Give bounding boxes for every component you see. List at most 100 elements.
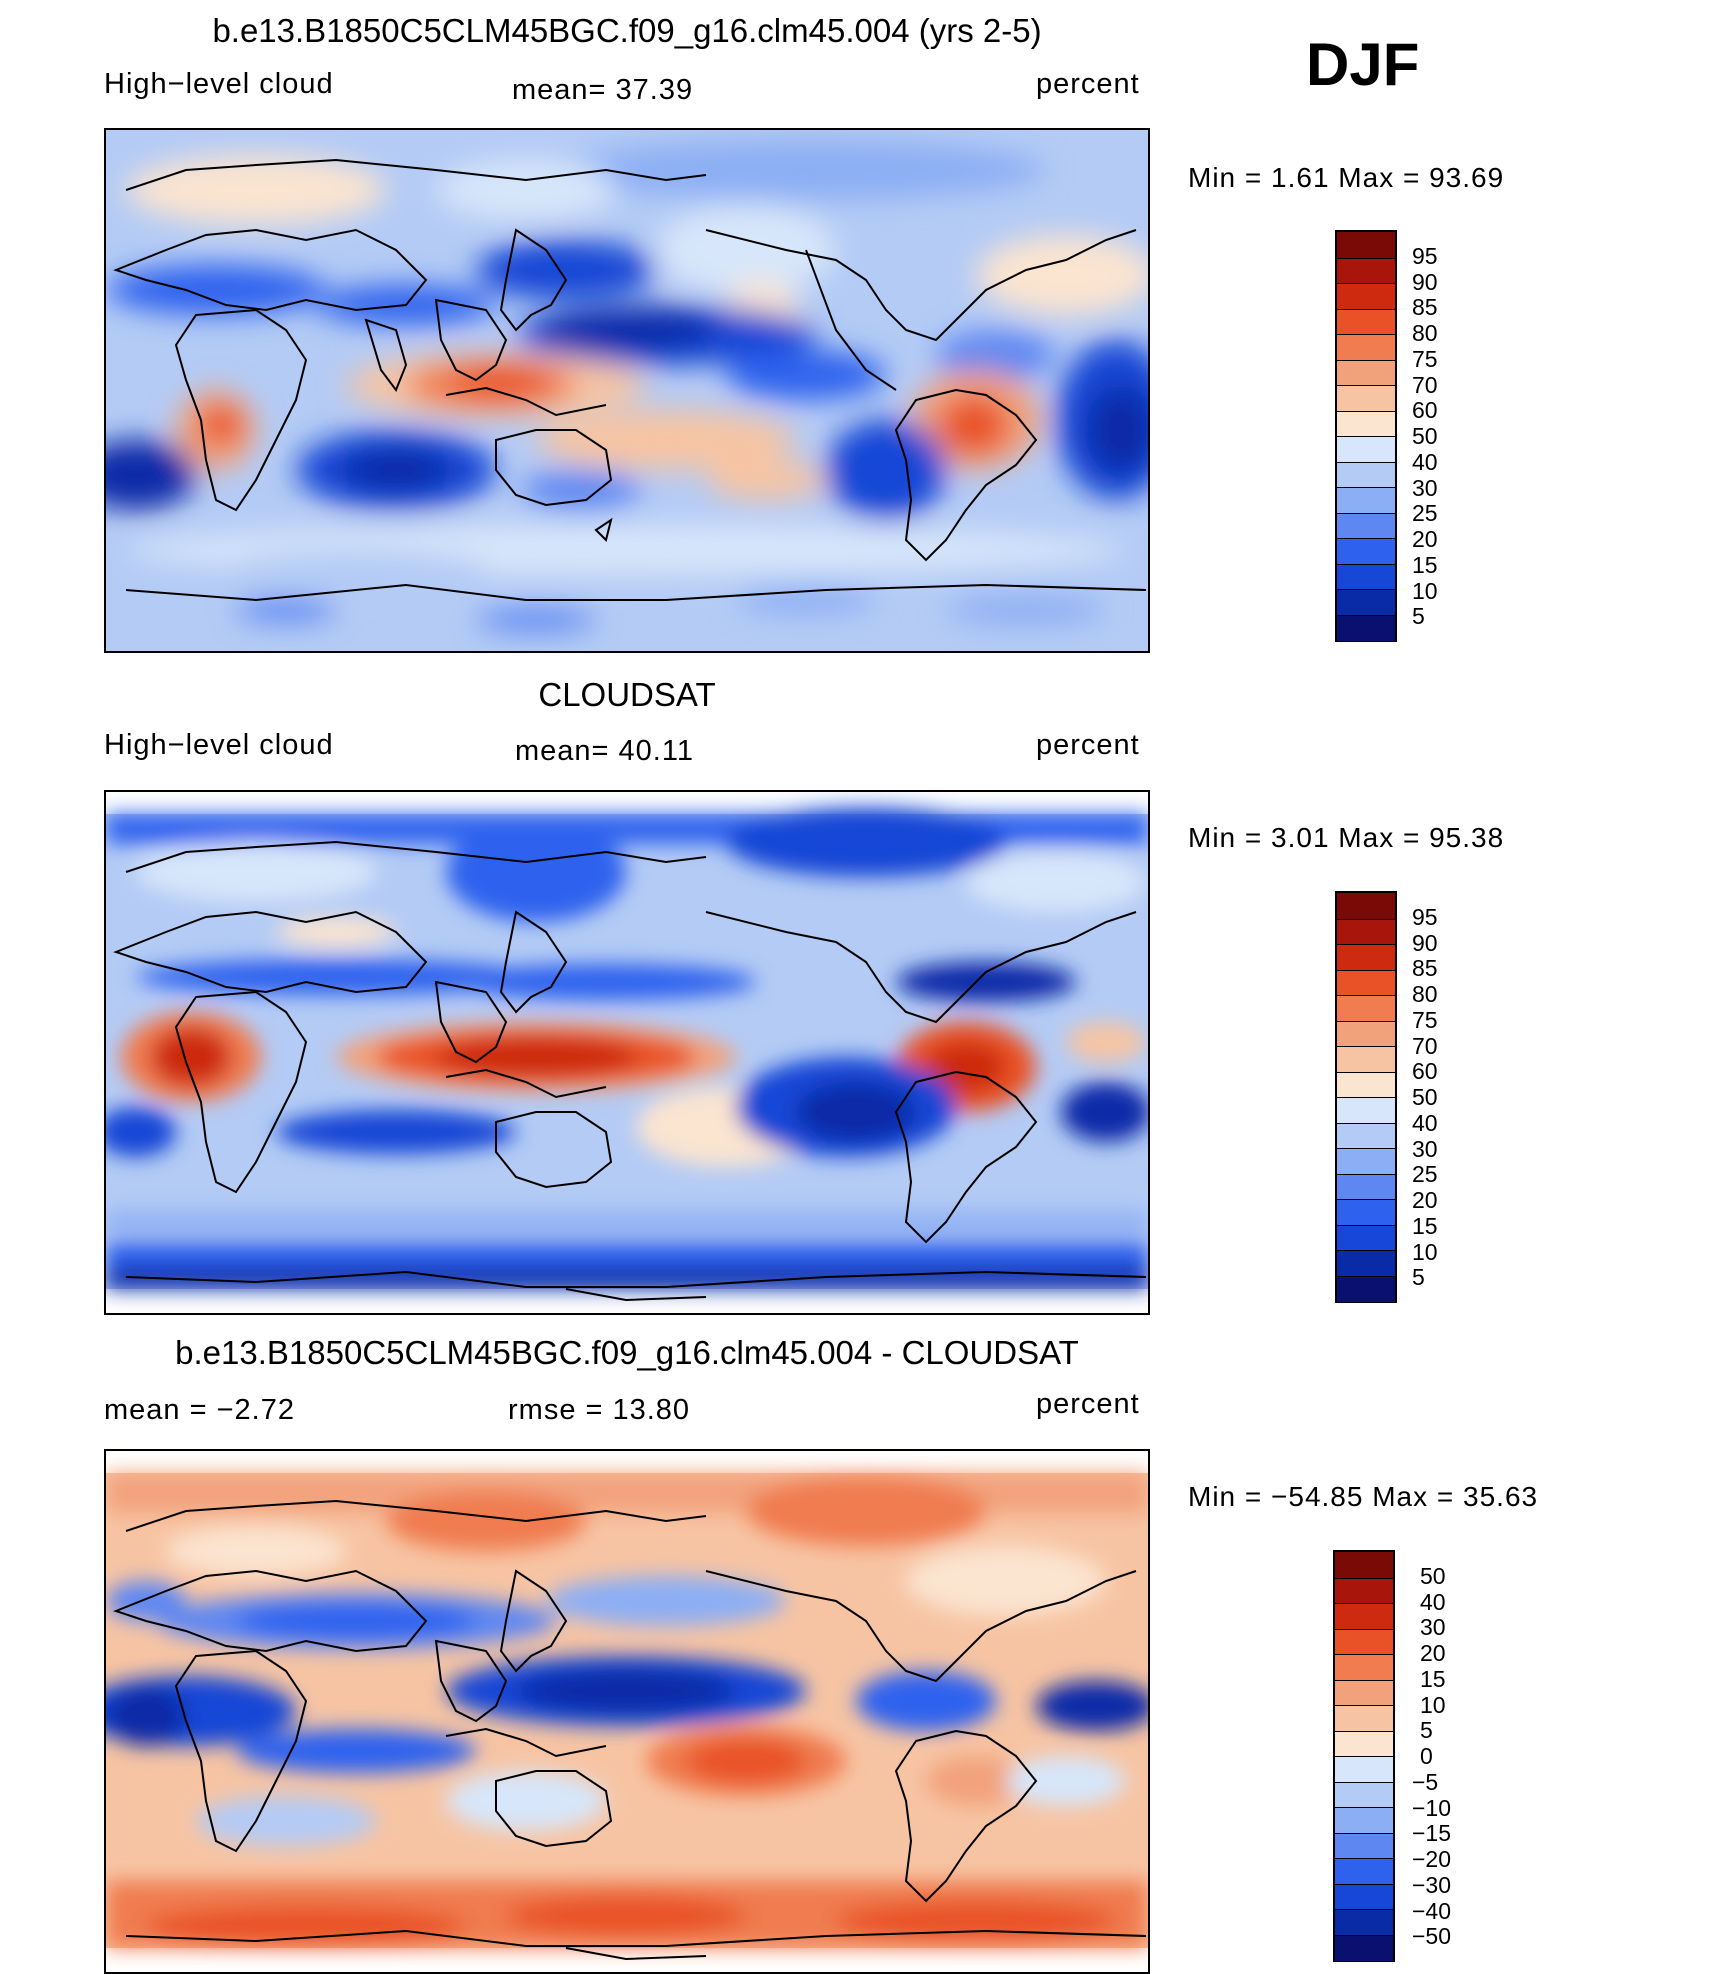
cb1-label: 90: [1412, 269, 1438, 295]
panel1-title: b.e13.B1850C5CLM45BGC.f09_g16.clm45.004 …: [212, 12, 1042, 49]
colorbar-separator: [1337, 538, 1395, 539]
cb2-label: 80: [1412, 981, 1438, 1007]
colorbar-segment: [1335, 1858, 1393, 1884]
colorbar-separator: [1335, 1883, 1393, 1885]
colorbar-segment: [1337, 1097, 1395, 1123]
colorbar-separator: [1337, 359, 1395, 361]
colorbar-separator: [1337, 1020, 1395, 1022]
cb2-label: 85: [1412, 955, 1438, 981]
cb2-label: 5: [1412, 1264, 1425, 1290]
cb2-label: 60: [1412, 1058, 1438, 1084]
colorbar-segment: [1337, 969, 1395, 996]
colorbar-separator: [1337, 385, 1395, 386]
cb1-label: 40: [1412, 449, 1438, 475]
cb1-label: 15: [1412, 552, 1438, 578]
colorbar-separator: [1335, 1909, 1393, 1910]
panel2-variable-label: High−level cloud: [104, 729, 334, 761]
colorbar-separator: [1335, 1654, 1393, 1655]
cb1-label: 30: [1412, 475, 1438, 501]
colorbar-segment: [1337, 385, 1395, 411]
cb3-label: −30: [1412, 1872, 1452, 1898]
cb3-label: 50: [1420, 1563, 1446, 1589]
cb3-label: −20: [1412, 1846, 1452, 1872]
cb1-label: 5: [1412, 603, 1425, 629]
cb2-label: 90: [1412, 930, 1438, 956]
colorbar-segment: [1337, 1122, 1395, 1149]
colorbar-segment: [1337, 334, 1395, 360]
cb1-label: 10: [1412, 578, 1438, 604]
colorbar-segment: [1337, 257, 1395, 284]
colorbar-separator: [1335, 1577, 1393, 1579]
colorbar-segment: [1337, 1020, 1395, 1047]
colorbar-separator: [1337, 1199, 1395, 1200]
colorbar-segment: [1337, 1275, 1395, 1302]
colorbar-segment: [1335, 1654, 1393, 1680]
colorbar-segment: [1337, 1250, 1395, 1276]
colorbar-separator: [1337, 1148, 1395, 1149]
cb3-label: −15: [1412, 1820, 1452, 1846]
cb1-label: 75: [1412, 346, 1438, 372]
panel3-coastlines: [113, 1499, 1147, 1961]
colorbar-segment: [1335, 1552, 1393, 1578]
colorbar-segment: [1337, 1071, 1395, 1098]
panel1-colorbar: [1335, 230, 1397, 642]
colorbar-separator: [1337, 563, 1395, 565]
cb3-label: 40: [1420, 1589, 1446, 1615]
colorbar-separator: [1337, 589, 1395, 590]
cb2-label: 10: [1412, 1239, 1438, 1265]
panel3-mean-label: mean = −2.72: [104, 1394, 295, 1426]
colorbar-separator: [1337, 614, 1395, 616]
panel2-mean-label: mean= 40.11: [515, 735, 694, 767]
colorbar-segment: [1337, 410, 1395, 437]
colorbar-segment: [1335, 1934, 1393, 1961]
cb2-label: 25: [1412, 1161, 1438, 1187]
panel3-rmse-label: rmse = 13.80: [508, 1394, 691, 1426]
panel3-map: [104, 1449, 1150, 1974]
cb1-label: 50: [1412, 423, 1438, 449]
panel3-units-label: percent: [1036, 1388, 1140, 1420]
colorbar-separator: [1337, 512, 1395, 514]
colorbar-segment: [1337, 232, 1395, 258]
panel2-map: [104, 790, 1150, 1315]
panel1-min-max: Min = 1.61 Max = 93.69: [1188, 162, 1505, 193]
colorbar-separator: [1335, 1679, 1393, 1681]
colorbar-segment: [1335, 1883, 1393, 1910]
colorbar-separator: [1335, 1603, 1393, 1604]
colorbar-segment: [1335, 1705, 1393, 1731]
colorbar-separator: [1337, 1275, 1395, 1277]
colorbar-separator: [1337, 257, 1395, 259]
colorbar-separator: [1337, 918, 1395, 920]
colorbar-segment: [1335, 1628, 1393, 1655]
panel3-title: b.e13.B1850C5CLM45BGC.f09_g16.clm45.004 …: [175, 1334, 1079, 1371]
cb2-label: 20: [1412, 1187, 1438, 1213]
colorbar-segment: [1337, 1173, 1395, 1200]
panel1-map: [104, 128, 1150, 653]
cb3-label: 10: [1420, 1692, 1446, 1718]
colorbar-segment: [1337, 436, 1395, 462]
colorbar-separator: [1337, 461, 1395, 463]
colorbar-separator: [1335, 1858, 1393, 1859]
cb1-label: 95: [1412, 243, 1438, 269]
colorbar-separator: [1335, 1934, 1393, 1936]
panel2-title: CLOUDSAT: [538, 676, 716, 713]
cb1-label: 70: [1412, 372, 1438, 398]
season-label: DJF: [1306, 31, 1420, 98]
colorbar-separator: [1335, 1628, 1393, 1630]
panel3-min-max: Min = −54.85 Max = 35.63: [1188, 1481, 1539, 1512]
colorbar-separator: [1337, 1250, 1395, 1251]
cb2-label: 30: [1412, 1136, 1438, 1162]
cb2-label: 75: [1412, 1007, 1438, 1033]
colorbar-separator: [1337, 1122, 1395, 1124]
colorbar-segment: [1337, 944, 1395, 970]
colorbar-separator: [1337, 1097, 1395, 1098]
colorbar-segment: [1335, 1807, 1393, 1833]
colorbar-segment: [1337, 283, 1395, 309]
colorbar-segment: [1337, 589, 1395, 615]
cb2-label: 40: [1412, 1110, 1438, 1136]
colorbar-separator: [1337, 1173, 1395, 1175]
panel1-contour-field: [106, 130, 1148, 651]
colorbar-separator: [1337, 410, 1395, 412]
colorbar-segment: [1337, 1199, 1395, 1225]
cb3-label: 15: [1420, 1666, 1446, 1692]
colorbar-separator: [1337, 969, 1395, 971]
